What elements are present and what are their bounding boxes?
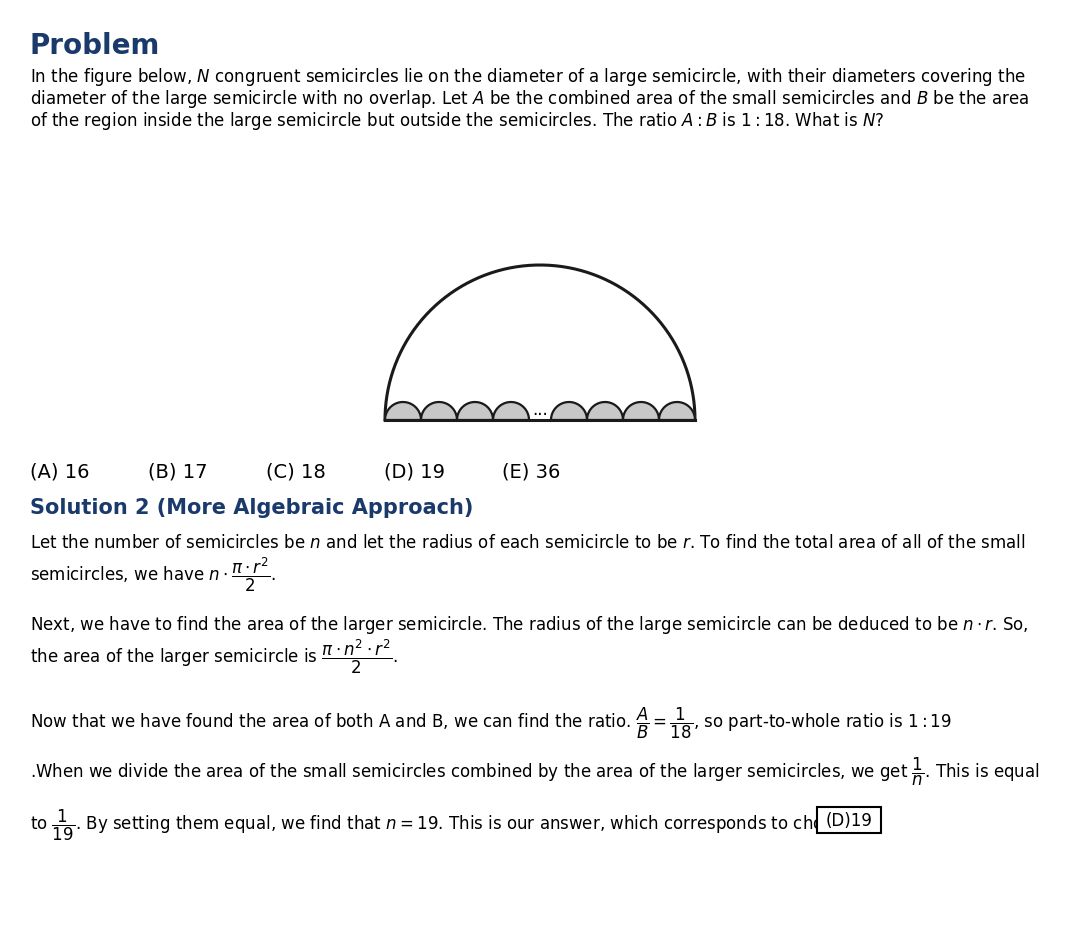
- Text: Now that we have found the area of both A and B, we can find the ratio. $\dfrac{: Now that we have found the area of both …: [30, 706, 951, 741]
- Text: of the region inside the large semicircle but outside the semicircles. The ratio: of the region inside the large semicircl…: [30, 110, 885, 132]
- Text: ...: ...: [532, 401, 548, 419]
- Polygon shape: [623, 402, 659, 420]
- Text: to $\dfrac{1}{19}$. By setting them equal, we find that $n = 19$. This is our an: to $\dfrac{1}{19}$. By setting them equa…: [30, 808, 848, 843]
- Polygon shape: [551, 402, 588, 420]
- Text: .When we divide the area of the small semicircles combined by the area of the la: .When we divide the area of the small se…: [30, 756, 1040, 788]
- Text: diameter of the large semicircle with no overlap. Let $\mathit{A}$ be the combin: diameter of the large semicircle with no…: [30, 88, 1029, 110]
- Polygon shape: [492, 402, 529, 420]
- FancyBboxPatch shape: [816, 807, 881, 833]
- Text: Next, we have to find the area of the larger semicircle. The radius of the large: Next, we have to find the area of the la…: [30, 614, 1029, 636]
- Text: In the figure below, $N$ congruent semicircles lie on the diameter of a large se: In the figure below, $N$ congruent semic…: [30, 66, 1026, 88]
- Text: Solution 2 (More Algebraic Approach): Solution 2 (More Algebraic Approach): [30, 498, 473, 518]
- Polygon shape: [457, 402, 492, 420]
- Polygon shape: [659, 402, 696, 420]
- Polygon shape: [384, 402, 421, 420]
- Text: (C) 18: (C) 18: [266, 462, 326, 481]
- Text: (B) 17: (B) 17: [148, 462, 207, 481]
- Text: Let the number of semicircles be $n$ and let the radius of each semicircle to be: Let the number of semicircles be $n$ and…: [30, 534, 1025, 552]
- Text: the area of the larger semicircle is $\dfrac{\pi \cdot n^2 \cdot r^2}{2}$.: the area of the larger semicircle is $\d…: [30, 638, 397, 676]
- Text: (E) 36: (E) 36: [502, 462, 561, 481]
- Text: (A) 16: (A) 16: [30, 462, 90, 481]
- Polygon shape: [421, 402, 457, 420]
- Text: semicircles, we have $n \cdot \dfrac{\pi \cdot r^2}{2}$.: semicircles, we have $n \cdot \dfrac{\pi…: [30, 556, 276, 595]
- Text: (D) 19: (D) 19: [384, 462, 445, 481]
- Text: Problem: Problem: [30, 32, 160, 60]
- Polygon shape: [588, 402, 623, 420]
- Text: (D)19: (D)19: [825, 812, 873, 830]
